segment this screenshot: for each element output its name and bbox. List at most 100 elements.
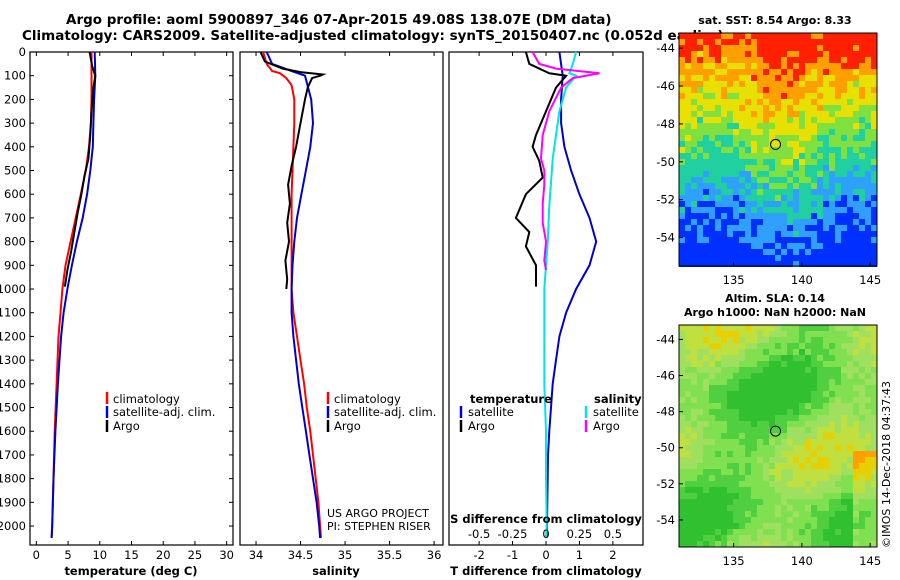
map-cell — [739, 529, 745, 535]
map-cell — [697, 523, 703, 529]
map-cell — [871, 331, 877, 337]
map-cell — [793, 141, 799, 147]
map-cell — [685, 349, 691, 355]
map-cell — [865, 481, 871, 487]
map-cell — [805, 99, 811, 105]
map-cell — [745, 499, 751, 505]
map-cell — [829, 469, 835, 475]
map-cell — [691, 343, 697, 349]
map-cell — [679, 361, 685, 367]
map-cell — [757, 201, 763, 207]
map-cell — [865, 237, 871, 243]
map-cell — [829, 39, 835, 45]
map-cell — [751, 343, 757, 349]
map-cell — [703, 249, 709, 255]
map-cell — [829, 141, 835, 147]
map-cell — [847, 75, 853, 81]
map-cell — [757, 129, 763, 135]
map-cell — [685, 105, 691, 111]
map-cell — [805, 487, 811, 493]
map-cell — [751, 451, 757, 457]
map-cell — [799, 231, 805, 237]
map-cell — [865, 183, 871, 189]
map-cell — [775, 373, 781, 379]
map-cell — [853, 171, 859, 177]
map-cell — [841, 481, 847, 487]
map-cell — [709, 481, 715, 487]
map-cell — [847, 207, 853, 213]
map-cell — [703, 99, 709, 105]
map-cell — [685, 123, 691, 129]
map-cell — [775, 249, 781, 255]
map-cell — [817, 427, 823, 433]
map-cell — [847, 469, 853, 475]
map-cell — [835, 171, 841, 177]
map-cell — [679, 261, 685, 267]
map-cell — [733, 93, 739, 99]
map-cell — [751, 141, 757, 147]
map-cell — [751, 409, 757, 415]
map-cell — [859, 397, 865, 403]
map-cell — [805, 147, 811, 153]
map-cell — [811, 343, 817, 349]
map-cell — [793, 153, 799, 159]
map-cell — [847, 201, 853, 207]
map-cell — [823, 105, 829, 111]
map-cell — [715, 153, 721, 159]
map-cell — [823, 33, 829, 39]
map-cell — [757, 511, 763, 517]
map-cell — [859, 171, 865, 177]
map-cell — [781, 99, 787, 105]
map-cell — [817, 445, 823, 451]
map-cell — [721, 33, 727, 39]
map-cell — [727, 243, 733, 249]
map-cell — [739, 493, 745, 499]
map-cell — [763, 69, 769, 75]
map-cell — [745, 379, 751, 385]
map-cell — [685, 451, 691, 457]
map-cell — [679, 439, 685, 445]
map-cell — [829, 409, 835, 415]
map-cell — [859, 337, 865, 343]
map-cell — [847, 177, 853, 183]
map-cell — [751, 189, 757, 195]
map-cell — [715, 481, 721, 487]
map-cell — [763, 433, 769, 439]
map-cell — [721, 87, 727, 93]
map-cell — [745, 475, 751, 481]
depth-tick-label: 400 — [4, 140, 26, 154]
map-cell — [769, 505, 775, 511]
map-cell — [703, 331, 709, 337]
map-cell — [865, 213, 871, 219]
map-cell — [715, 123, 721, 129]
map-cell — [763, 367, 769, 373]
map-cell — [715, 385, 721, 391]
map-cell — [769, 135, 775, 141]
map-cell — [799, 487, 805, 493]
map-cell — [721, 397, 727, 403]
map-cell — [823, 481, 829, 487]
map-cell — [739, 445, 745, 451]
map-cell — [697, 499, 703, 505]
map-cell — [805, 427, 811, 433]
map-cell — [841, 361, 847, 367]
map-cell — [751, 433, 757, 439]
map-cell — [847, 529, 853, 535]
map-cell — [703, 469, 709, 475]
map-cell — [829, 403, 835, 409]
map-cell — [853, 111, 859, 117]
map-cell — [757, 487, 763, 493]
map-cell — [817, 343, 823, 349]
map-cell — [721, 81, 727, 87]
map-cell — [859, 159, 865, 165]
map-cell — [817, 487, 823, 493]
map-cell — [853, 231, 859, 237]
map-cell — [829, 511, 835, 517]
map-cell — [865, 243, 871, 249]
map-cell — [871, 249, 877, 255]
salinity-ticks: 34 34.5 35 35.5 36 — [249, 52, 441, 562]
map-cell — [727, 427, 733, 433]
map-cell — [733, 129, 739, 135]
map-cell — [841, 439, 847, 445]
map-cell — [715, 249, 721, 255]
